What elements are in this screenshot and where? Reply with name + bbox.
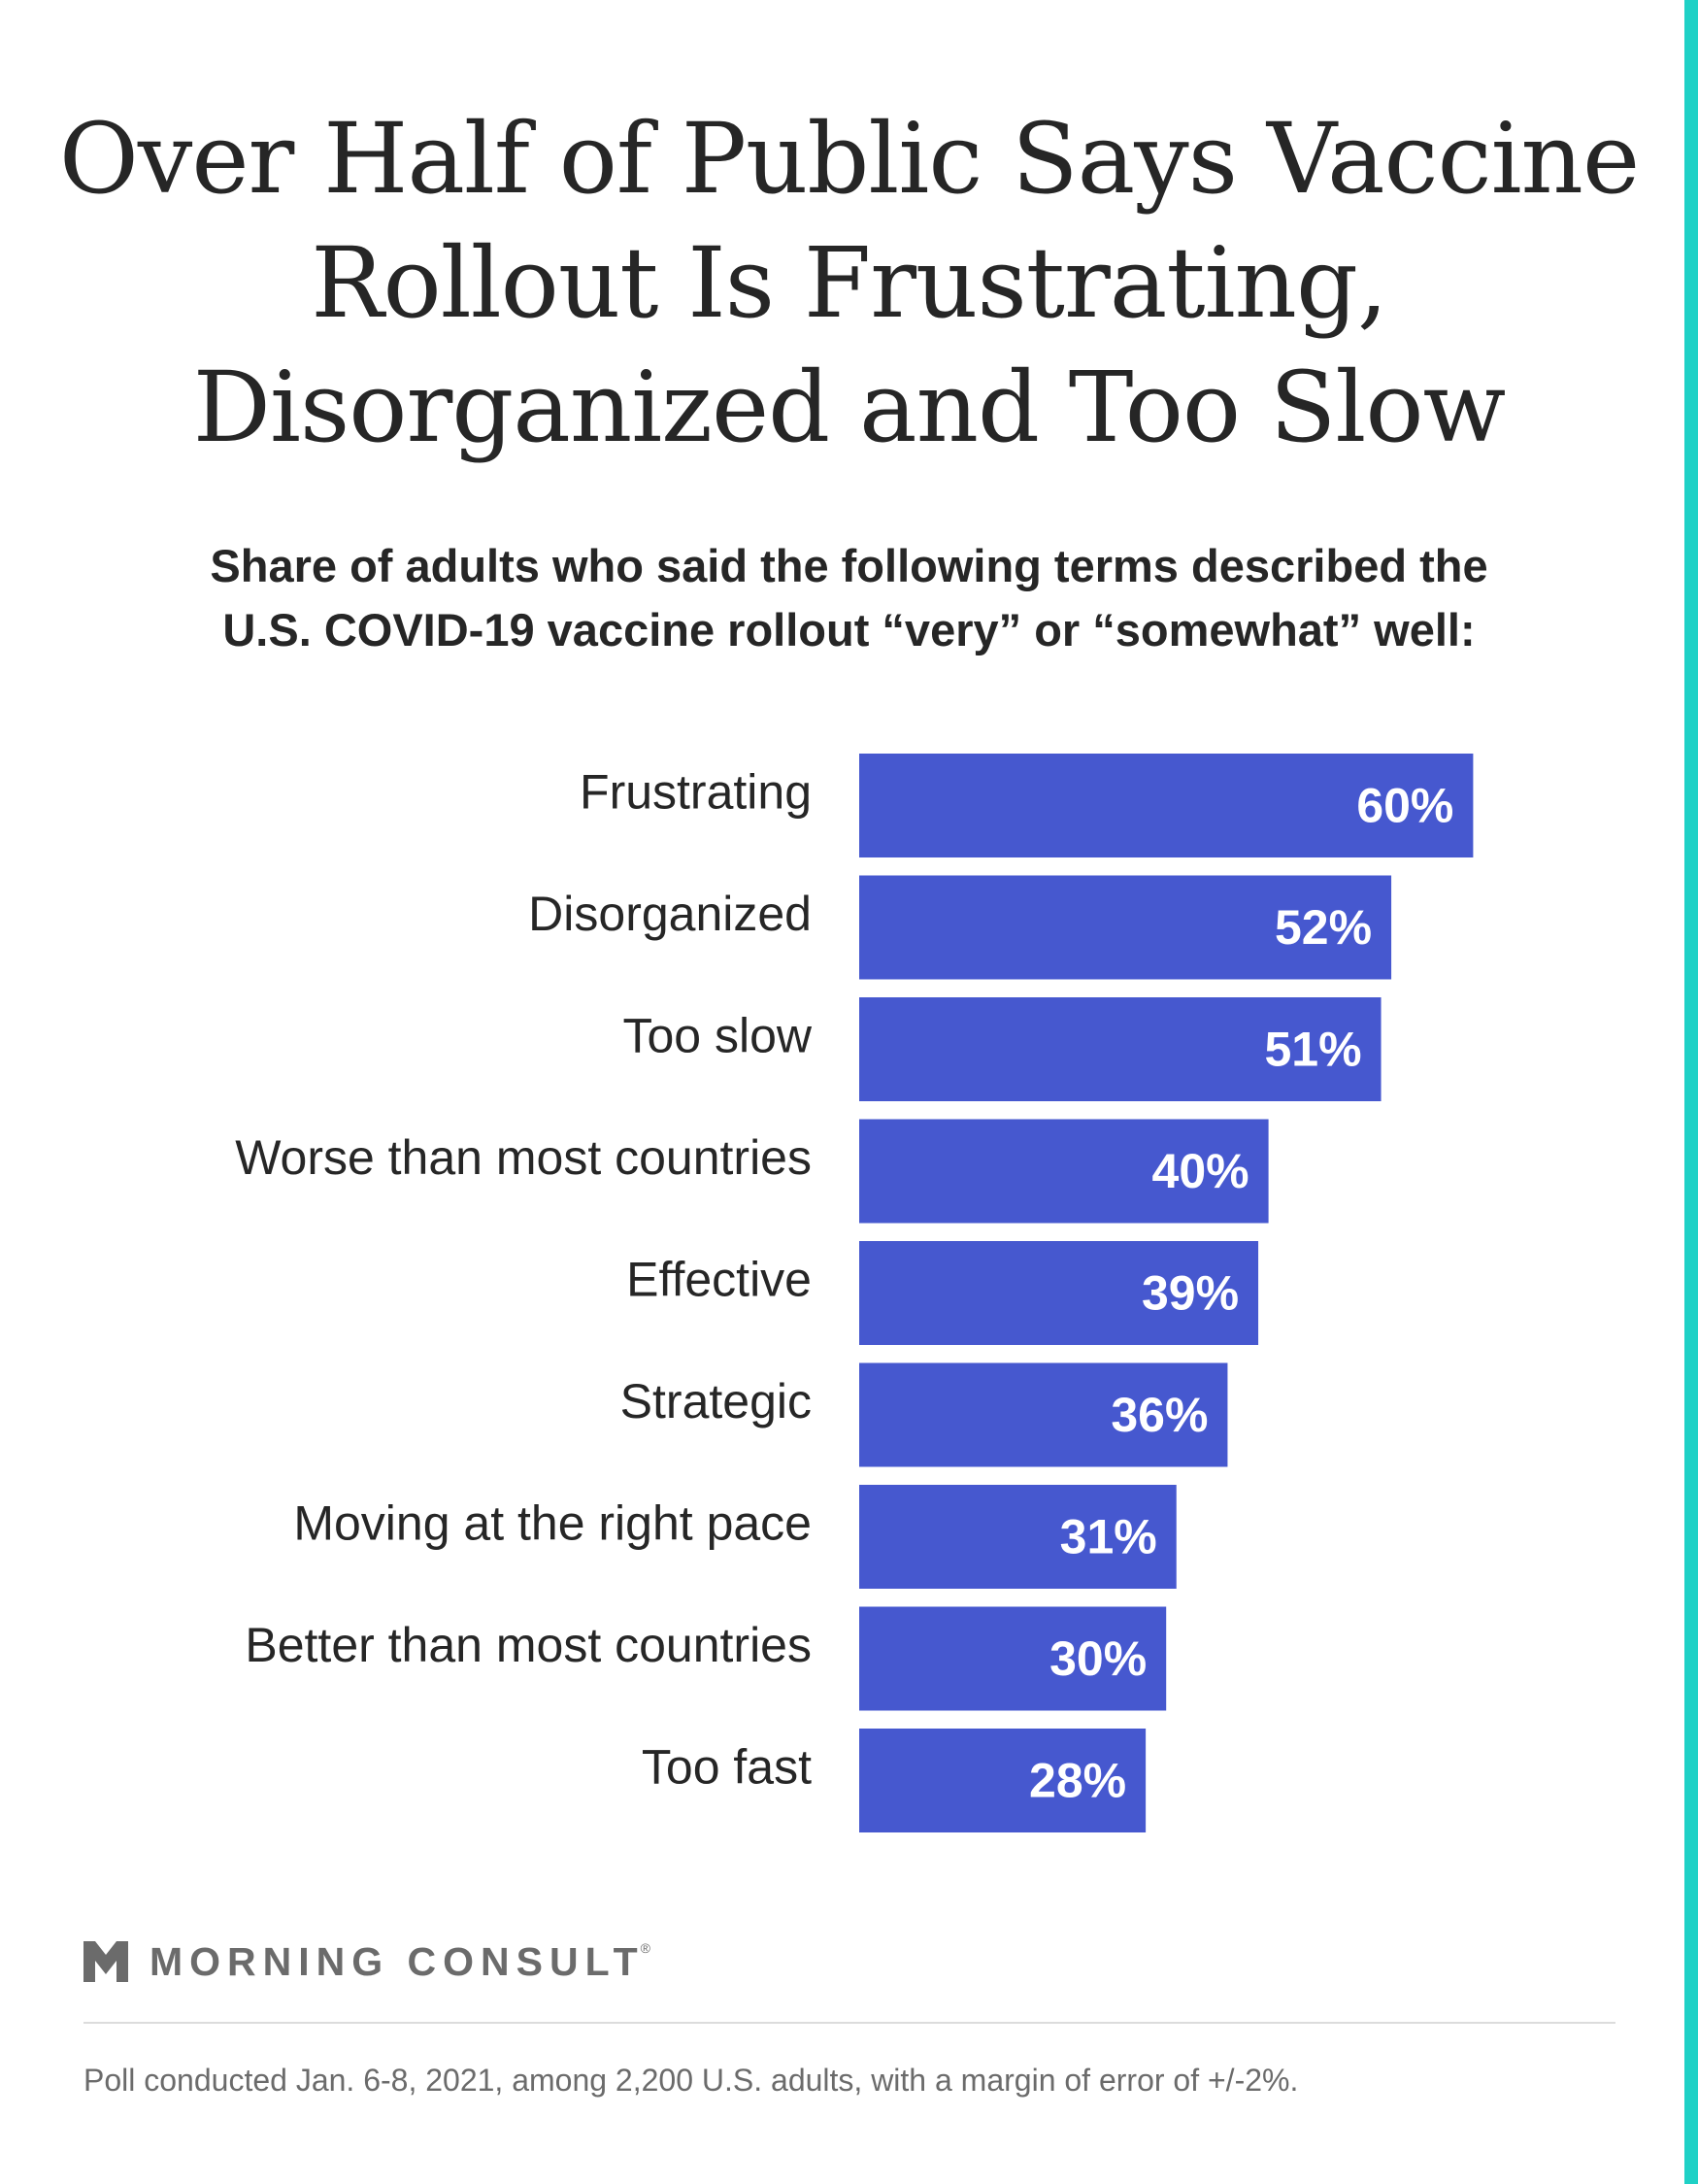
data-label: 52% [1275,900,1372,955]
data-label: 51% [1264,1023,1361,1077]
chart-subtitle: Share of adults who said the following t… [0,534,1698,662]
data-label: 36% [1111,1388,1208,1442]
footer-divider [83,2022,1615,2024]
chart-title: Over Half of Public Says Vaccine Rollout… [0,97,1698,470]
category-label: Too slow [622,1009,812,1063]
category-label: Disorganized [528,887,812,941]
data-label: 30% [1049,1631,1147,1686]
chart-title-line-1: Over Half of Public Says Vaccine [58,102,1640,216]
chart-title-line-2: Rollout Is Frustrating, [311,226,1388,340]
bar-strategic [859,1362,1228,1467]
chart-subtitle-line-2: U.S. COVID-19 vaccine rollout “very” or … [222,604,1476,655]
category-label: Effective [626,1253,812,1307]
brand-logo-text: MORNING CONSULT [150,1938,645,1984]
category-label: Too fast [642,1740,812,1795]
category-label: Moving at the right pace [293,1496,812,1551]
accent-edge-bar [1684,0,1698,2184]
footnote: Poll conducted Jan. 6-8, 2021, among 2,2… [83,2063,1299,2098]
morning-consult-chevron-icon [83,1941,128,1982]
bar-moving-at-the-right-pace [859,1485,1177,1589]
category-label: Worse than most countries [235,1130,812,1185]
bar-worse-than-most-countries [859,1119,1269,1224]
bar-disorganized [859,875,1392,980]
data-label: 60% [1356,779,1453,833]
bar-too-fast [859,1729,1147,1832]
category-label: Strategic [620,1374,812,1428]
brand-logo: MORNING CONSULT ® [83,1937,650,1986]
bar-chart: Frustrating 60% Disorganized 52% Too slow 51%… [235,754,1474,1832]
category-label: Better than most countries [245,1618,812,1672]
data-label: 28% [1029,1754,1126,1808]
category-label: Frustrating [580,765,812,820]
data-label: 31% [1060,1510,1157,1564]
bar-better-than-most-countries [859,1606,1167,1711]
registered-mark: ® [640,1940,650,1956]
chart-title-line-3: Disorganized and Too Slow [192,351,1506,464]
bar-frustrating [859,754,1474,857]
data-label: 39% [1142,1266,1239,1321]
bar-too-slow [859,997,1382,1101]
bar-effective [859,1241,1259,1345]
data-label: 40% [1152,1144,1249,1198]
chart-subtitle-line-1: Share of adults who said the following t… [210,540,1488,591]
